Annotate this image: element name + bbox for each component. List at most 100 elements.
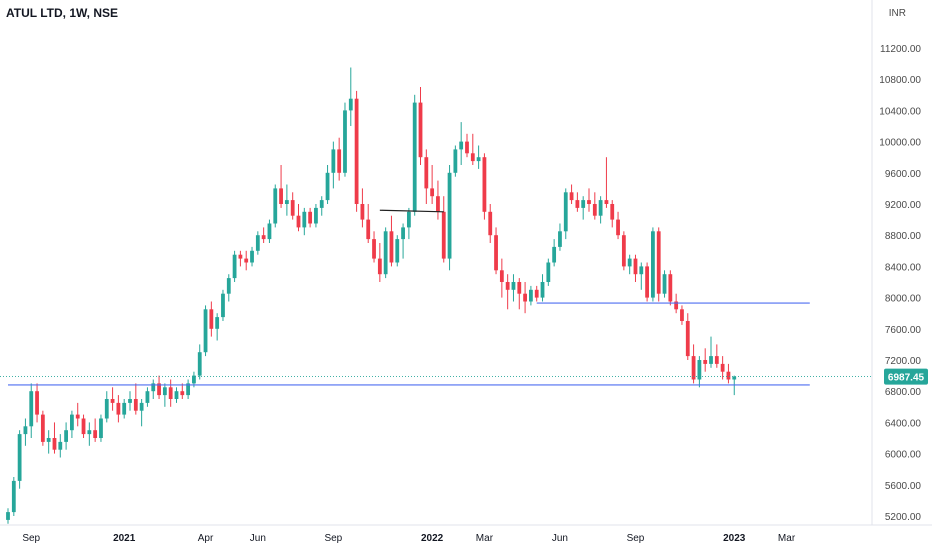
candle-body[interactable]	[587, 200, 591, 204]
candle-body[interactable]	[232, 254, 237, 279]
candle-body[interactable]	[720, 363, 725, 372]
candle-body[interactable]	[6, 512, 10, 520]
candle-body[interactable]	[284, 200, 289, 204]
candle-body[interactable]	[592, 204, 597, 216]
candle-body[interactable]	[534, 289, 539, 298]
candle-body[interactable]	[209, 309, 214, 329]
candle-body[interactable]	[354, 98, 359, 204]
candle-body[interactable]	[186, 383, 191, 396]
candle-body[interactable]	[314, 207, 318, 224]
candle-body[interactable]	[302, 211, 307, 228]
candle-body[interactable]	[540, 282, 545, 298]
candle-body[interactable]	[203, 309, 208, 353]
candle-body[interactable]	[197, 352, 202, 376]
candle-body[interactable]	[46, 438, 51, 442]
candle-body[interactable]	[261, 235, 266, 240]
candle-body[interactable]	[633, 258, 638, 275]
candle-body[interactable]	[337, 149, 342, 173]
candle-body[interactable]	[40, 414, 45, 442]
candle-body[interactable]	[529, 289, 533, 302]
candle-body[interactable]	[465, 141, 469, 154]
candle-body[interactable]	[726, 371, 731, 380]
candle-body[interactable]	[714, 356, 719, 364]
candle-body[interactable]	[122, 402, 127, 415]
candle-body[interactable]	[58, 441, 63, 450]
candle-body[interactable]	[331, 149, 336, 173]
candle-body[interactable]	[11, 480, 16, 513]
candle-body[interactable]	[459, 141, 464, 150]
symbol-title[interactable]: ATUL LTD, 1W, NSE	[6, 6, 119, 20]
candle-body[interactable]	[221, 293, 225, 318]
candle-body[interactable]	[401, 227, 405, 240]
candle-body[interactable]	[691, 356, 696, 380]
candle-body[interactable]	[621, 235, 626, 267]
candle-body[interactable]	[732, 376, 737, 380]
candle-body[interactable]	[267, 223, 272, 240]
candle-body[interactable]	[430, 188, 435, 197]
candle-body[interactable]	[523, 293, 527, 302]
candle-body[interactable]	[383, 231, 388, 275]
candle-body[interactable]	[616, 219, 620, 236]
candle-body[interactable]	[569, 192, 574, 201]
candle-body[interactable]	[75, 414, 80, 419]
candle-body[interactable]	[662, 274, 667, 294]
candle-body[interactable]	[162, 387, 167, 396]
candle-body[interactable]	[319, 200, 324, 208]
candle-body[interactable]	[558, 231, 562, 247]
candle-body[interactable]	[494, 235, 498, 271]
candle-body[interactable]	[441, 211, 446, 259]
candle-body[interactable]	[581, 200, 586, 208]
candle-body[interactable]	[87, 430, 92, 435]
candle-body[interactable]	[453, 149, 458, 173]
candle-body[interactable]	[104, 399, 109, 419]
candle-body[interactable]	[244, 258, 249, 263]
candle-body[interactable]	[651, 231, 655, 298]
candle-body[interactable]	[139, 402, 144, 411]
candle-body[interactable]	[226, 278, 231, 294]
candle-body[interactable]	[290, 200, 295, 216]
candle-body[interactable]	[645, 266, 649, 298]
candle-body[interactable]	[348, 98, 353, 111]
candle-body[interactable]	[168, 387, 173, 399]
candle-body[interactable]	[70, 414, 74, 431]
candle-body[interactable]	[668, 274, 673, 302]
candle-body[interactable]	[470, 153, 475, 162]
candle-body[interactable]	[360, 204, 365, 220]
candle-body[interactable]	[447, 172, 452, 259]
candle-body[interactable]	[575, 200, 580, 208]
candle-body[interactable]	[610, 204, 615, 220]
candle-body[interactable]	[192, 375, 196, 384]
candle-body[interactable]	[488, 211, 493, 236]
candle-body[interactable]	[685, 321, 690, 357]
candle-body[interactable]	[505, 282, 510, 290]
candle-body[interactable]	[604, 200, 609, 204]
candle-body[interactable]	[23, 426, 28, 435]
candle-body[interactable]	[406, 211, 411, 228]
candle-body[interactable]	[174, 391, 179, 399]
candle-body[interactable]	[238, 254, 243, 259]
candle-body[interactable]	[511, 282, 516, 290]
candle-body[interactable]	[116, 402, 121, 415]
candle-body[interactable]	[215, 317, 220, 329]
candle-body[interactable]	[308, 211, 313, 224]
candle-body[interactable]	[343, 110, 347, 173]
candle-body[interactable]	[424, 157, 429, 189]
candle-body[interactable]	[17, 434, 22, 481]
candle-body[interactable]	[563, 192, 568, 232]
candle-body[interactable]	[128, 399, 132, 403]
candle-body[interactable]	[552, 246, 557, 263]
candle-body[interactable]	[296, 215, 301, 228]
candle-body[interactable]	[52, 438, 57, 450]
candle-body[interactable]	[81, 418, 86, 435]
candle-body[interactable]	[279, 188, 283, 204]
candle-body[interactable]	[709, 356, 713, 364]
candle-body[interactable]	[151, 383, 156, 392]
candle-body[interactable]	[436, 196, 440, 212]
candle-body[interactable]	[703, 360, 708, 364]
candle-body[interactable]	[133, 399, 138, 411]
candle-body[interactable]	[412, 102, 417, 212]
candle-body[interactable]	[482, 157, 487, 212]
candle-body[interactable]	[697, 360, 702, 380]
